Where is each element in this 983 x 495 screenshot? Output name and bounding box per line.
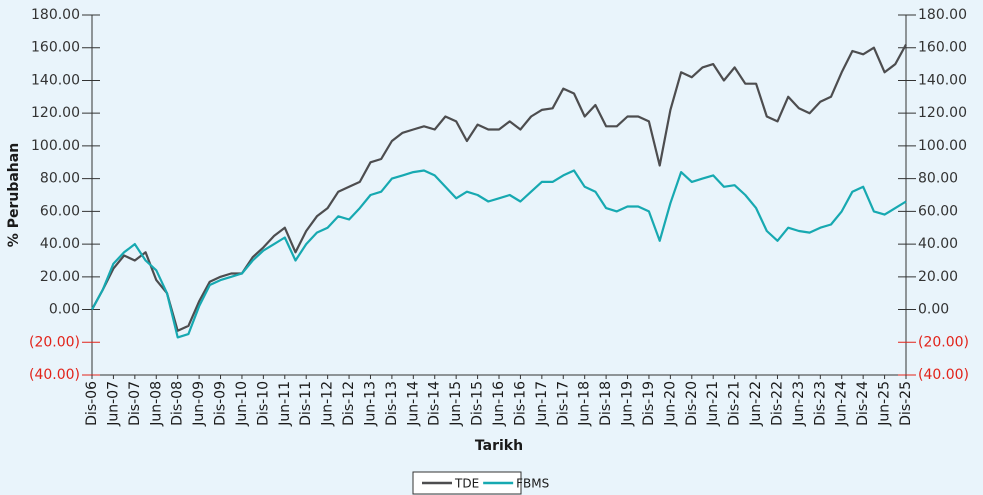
x-tick-label: Dis-12: [341, 381, 357, 426]
x-tick-label: Dis-18: [598, 381, 614, 426]
x-tick-label: Dis-14: [427, 381, 443, 426]
y-tick-label: (20.00): [29, 334, 80, 350]
x-tick-label: Dis-15: [470, 381, 486, 426]
legend-box: [412, 471, 522, 495]
x-tick-label: Jun-16: [491, 381, 507, 427]
y-tick-label-right: (20.00): [918, 334, 969, 350]
x-tick-label: Jun-11: [277, 381, 293, 427]
x-tick-label: Dis-17: [555, 381, 571, 426]
y-tick-label: 80.00: [40, 171, 80, 187]
y-tick-label-right: 80.00: [918, 171, 958, 187]
y-tick-label-right: 180.00: [918, 7, 967, 23]
y-tick-label: 40.00: [40, 236, 80, 252]
y-tick-label: 20.00: [40, 269, 80, 285]
y-tick-label: 120.00: [31, 105, 80, 121]
legend-label: TDE: [454, 477, 479, 491]
x-tick-label: Jun-20: [662, 381, 678, 427]
y-tick-label: 60.00: [40, 203, 80, 219]
x-tick-label: Jun-21: [705, 381, 721, 427]
x-tick-label: Jun-22: [748, 381, 764, 427]
x-tick-label: Jun-24: [834, 381, 850, 427]
y-tick-label-right: 0.00: [918, 302, 949, 318]
x-tick-label: Dis-07: [127, 381, 143, 426]
y-tick-label-right: 100.00: [918, 138, 967, 154]
series-line: [91, 43, 907, 332]
x-tick-label: Dis-23: [812, 381, 828, 426]
series-line: [91, 169, 907, 339]
y-axis-label: % Perubahan: [6, 143, 22, 247]
y-tick-label: 160.00: [31, 40, 80, 56]
x-tick-label: Dis-16: [512, 381, 528, 426]
y-tick-label-right: 40.00: [918, 236, 958, 252]
x-tick-label: Dis-08: [170, 381, 186, 426]
x-tick-label: Dis-22: [769, 381, 785, 426]
x-tick-label: Jun-07: [105, 381, 121, 427]
y-tick-label: 0.00: [49, 302, 80, 318]
x-tick-label: Dis-25: [898, 381, 914, 426]
y-tick-label-right: 140.00: [918, 72, 967, 88]
x-tick-label: Dis-20: [684, 381, 700, 426]
y-tick-label: 100.00: [31, 138, 80, 154]
x-tick-label: Jun-13: [362, 381, 378, 427]
x-tick-label: Jun-19: [620, 381, 636, 427]
y-tick-label-right: 60.00: [918, 203, 958, 219]
x-tick-label: Dis-11: [298, 381, 314, 426]
x-tick-label: Jun-10: [234, 381, 250, 427]
x-axis-label: Tarikh: [475, 438, 523, 454]
x-tick-label: Jun-17: [534, 381, 550, 427]
x-tick-label: Jun-09: [191, 381, 207, 427]
x-tick-label: Jun-08: [148, 381, 164, 427]
x-tick-label: Dis-10: [255, 381, 271, 426]
y-tick-label-right: 160.00: [918, 40, 967, 56]
x-tick-label: Dis-13: [384, 381, 400, 426]
x-tick-label: Dis-24: [855, 381, 871, 426]
x-tick-label: Jun-14: [405, 381, 421, 427]
x-tick-label: Dis-19: [641, 381, 657, 426]
y-tick-label-right: (40.00): [918, 367, 969, 383]
x-tick-label: Jun-25: [877, 381, 893, 427]
x-tick-label: Jun-18: [577, 381, 593, 427]
x-tick-label: Jun-23: [791, 381, 807, 427]
x-tick-label: Jun-12: [320, 381, 336, 427]
x-tick-label: Dis-21: [727, 381, 743, 426]
x-tick-label: Dis-06: [84, 381, 100, 426]
y-tick-label: 180.00: [31, 7, 80, 23]
y-tick-label-right: 120.00: [918, 105, 967, 121]
y-tick-label: 140.00: [31, 72, 80, 88]
y-tick-label-right: 20.00: [918, 269, 958, 285]
x-tick-label: Dis-09: [213, 381, 229, 426]
legend-label: FBMS: [516, 477, 549, 491]
x-tick-label: Jun-15: [448, 381, 464, 427]
y-tick-label: (40.00): [29, 367, 80, 383]
